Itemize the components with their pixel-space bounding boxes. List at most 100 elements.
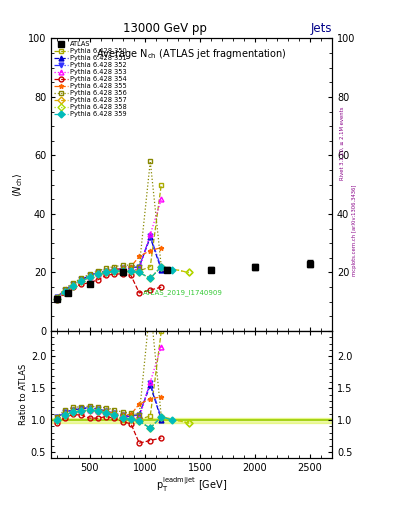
Pythia 6.428 359: [62, 288, 67, 294]
Pythia 6.428 352: [148, 233, 152, 239]
Pythia 6.428 356: [137, 264, 141, 270]
Pythia 6.428 357: [120, 268, 125, 274]
Pythia 6.428 355: [112, 266, 117, 272]
Pythia 6.428 357: [54, 296, 59, 302]
Pythia 6.428 358: [159, 264, 163, 270]
Text: Jets: Jets: [310, 22, 332, 34]
Pythia 6.428 350: [62, 288, 67, 294]
Pythia 6.428 358: [129, 268, 133, 274]
Pythia 6.428 356: [159, 264, 163, 270]
Pythia 6.428 351: [159, 266, 163, 272]
Text: ATLAS_2019_I1740909: ATLAS_2019_I1740909: [143, 290, 223, 296]
Pythia 6.428 357: [79, 278, 84, 284]
Pythia 6.428 358: [71, 283, 75, 289]
Pythia 6.428 359: [129, 268, 133, 274]
Pythia 6.428 358: [137, 269, 141, 275]
Pythia 6.428 350: [137, 268, 141, 274]
Pythia 6.428 359: [112, 268, 117, 274]
Y-axis label: $\langle N_{\mathrm{ch}}\rangle$: $\langle N_{\mathrm{ch}}\rangle$: [11, 173, 25, 197]
Pythia 6.428 351: [120, 266, 125, 272]
Pythia 6.428 354: [79, 281, 84, 287]
Pythia 6.428 355: [129, 264, 133, 270]
Pythia 6.428 354: [120, 271, 125, 277]
Pythia 6.428 356: [129, 262, 133, 268]
Pythia 6.428 353: [137, 266, 141, 272]
Pythia 6.428 353: [129, 266, 133, 272]
Pythia 6.428 356: [112, 264, 117, 270]
Pythia 6.428 352: [54, 294, 59, 301]
Pythia 6.428 358: [87, 274, 92, 280]
Pythia 6.428 352: [62, 287, 67, 293]
Pythia 6.428 359: [71, 283, 75, 289]
Line: Pythia 6.428 357: Pythia 6.428 357: [54, 264, 191, 301]
Text: Average N$_{\mathrm{ch}}$ (ATLAS jet fragmentation): Average N$_{\mathrm{ch}}$ (ATLAS jet fra…: [96, 47, 287, 61]
Line: Pythia 6.428 355: Pythia 6.428 355: [54, 245, 164, 301]
Pythia 6.428 354: [112, 271, 117, 277]
Pythia 6.428 354: [71, 284, 75, 290]
Pythia 6.428 357: [159, 264, 163, 270]
Pythia 6.428 357: [137, 269, 141, 275]
Pythia 6.428 359: [95, 271, 100, 277]
Pythia 6.428 350: [148, 264, 152, 270]
Pythia 6.428 351: [79, 276, 84, 283]
Pythia 6.428 355: [87, 274, 92, 280]
Pythia 6.428 355: [159, 245, 163, 251]
Pythia 6.428 359: [159, 264, 163, 270]
Line: Pythia 6.428 356: Pythia 6.428 356: [54, 159, 164, 300]
Pythia 6.428 356: [71, 280, 75, 286]
Pythia 6.428 357: [129, 268, 133, 274]
Pythia 6.428 353: [95, 271, 100, 277]
Pythia 6.428 350: [104, 269, 108, 275]
Pythia 6.428 356: [54, 294, 59, 301]
Pythia 6.428 357: [186, 269, 191, 275]
Pythia 6.428 356: [87, 271, 92, 277]
Pythia 6.428 354: [95, 276, 100, 283]
Line: Pythia 6.428 352: Pythia 6.428 352: [54, 233, 164, 300]
Line: Pythia 6.428 354: Pythia 6.428 354: [54, 271, 164, 303]
Pythia 6.428 356: [104, 265, 108, 271]
Line: Pythia 6.428 353: Pythia 6.428 353: [54, 197, 164, 301]
Pythia 6.428 359: [87, 274, 92, 280]
Pythia 6.428 357: [112, 268, 117, 274]
Pythia 6.428 355: [148, 247, 152, 253]
Pythia 6.428 356: [120, 262, 125, 268]
Pythia 6.428 357: [148, 275, 152, 282]
Pythia 6.428 356: [148, 158, 152, 164]
Pythia 6.428 354: [54, 297, 59, 304]
Pythia 6.428 358: [186, 269, 191, 275]
Pythia 6.428 350: [129, 268, 133, 274]
Y-axis label: Ratio to ATLAS: Ratio to ATLAS: [19, 364, 28, 425]
Pythia 6.428 353: [62, 288, 67, 294]
Pythia 6.428 358: [120, 268, 125, 274]
Pythia 6.428 350: [79, 278, 84, 284]
Pythia 6.428 354: [159, 284, 163, 290]
Pythia 6.428 356: [79, 275, 84, 282]
Pythia 6.428 357: [95, 271, 100, 277]
Text: 13000 GeV pp: 13000 GeV pp: [123, 22, 207, 34]
Pythia 6.428 353: [120, 266, 125, 272]
Pythia 6.428 357: [71, 283, 75, 289]
Line: Pythia 6.428 350: Pythia 6.428 350: [54, 182, 164, 301]
Pythia 6.428 359: [170, 266, 174, 272]
Pythia 6.428 350: [120, 269, 125, 275]
Pythia 6.428 357: [62, 288, 67, 294]
Pythia 6.428 351: [95, 269, 100, 275]
Pythia 6.428 356: [62, 286, 67, 292]
Pythia 6.428 354: [104, 272, 108, 279]
Pythia 6.428 351: [148, 234, 152, 241]
Pythia 6.428 350: [112, 268, 117, 274]
Pythia 6.428 350: [71, 283, 75, 289]
Pythia 6.428 359: [104, 269, 108, 275]
Text: mcplots.cern.ch [arXiv:1306.3436]: mcplots.cern.ch [arXiv:1306.3436]: [352, 185, 357, 276]
Pythia 6.428 352: [129, 265, 133, 271]
Pythia 6.428 352: [71, 281, 75, 287]
Pythia 6.428 358: [104, 269, 108, 275]
Pythia 6.428 354: [129, 272, 133, 279]
Pythia 6.428 355: [71, 283, 75, 289]
Pythia 6.428 352: [112, 266, 117, 272]
Pythia 6.428 352: [87, 272, 92, 279]
Pythia 6.428 358: [148, 275, 152, 282]
Pythia 6.428 352: [79, 276, 84, 282]
Pythia 6.428 357: [87, 274, 92, 280]
Pythia 6.428 359: [148, 275, 152, 282]
